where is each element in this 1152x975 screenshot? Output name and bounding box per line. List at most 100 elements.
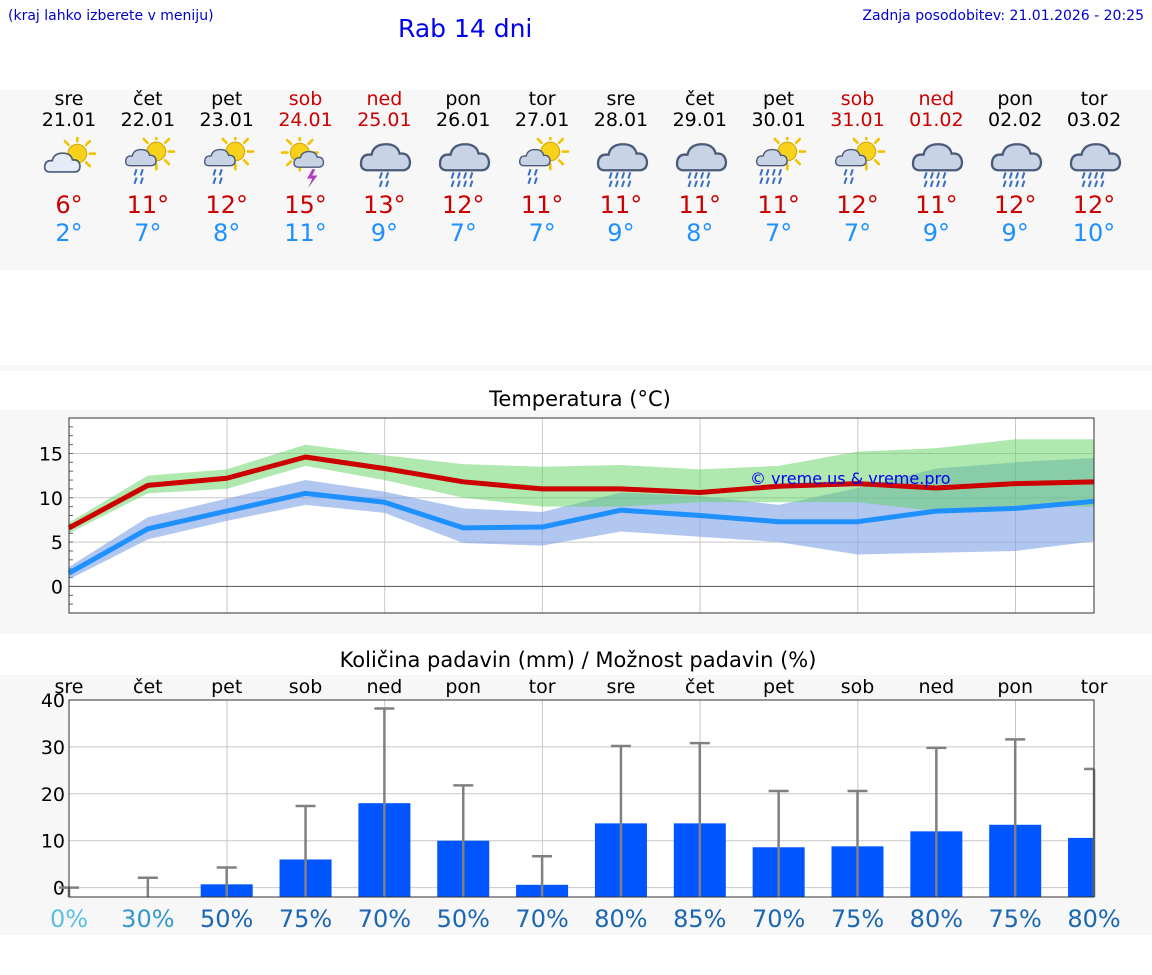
day-name: sob (288, 88, 323, 110)
temp-max: 11° (915, 191, 958, 219)
x-category-label: sre (606, 676, 635, 698)
day-date: 21.01 (41, 109, 97, 131)
temp-max: 15° (284, 191, 327, 219)
y-tick-label: 40 (41, 690, 65, 712)
x-category-label: sob (289, 676, 323, 698)
y-tick-label: 0 (51, 576, 63, 598)
temp-min: 10° (1072, 219, 1116, 247)
forecast-strip (0, 90, 1152, 270)
forecast-day: čet 22.01 11° 7° (108, 89, 188, 247)
precip-probability-label: 0% (50, 905, 88, 933)
sun-cloud-rain-icon (187, 137, 267, 189)
forecast-day: tor 03.02 12° 10° (1054, 89, 1134, 247)
day-name: čet (685, 88, 715, 110)
page-title: Rab 14 dni (398, 14, 533, 43)
y-tick-label: 5 (51, 532, 63, 554)
cloud-heavy-rain-icon (975, 137, 1055, 189)
precip-probability-label: 50% (200, 905, 253, 933)
x-category-label: čet (133, 676, 163, 698)
forecast-day: pet 30.01 11° 7° (739, 89, 819, 247)
precip-probability-label: 80% (1067, 905, 1120, 933)
series-max-line (67, 454, 1095, 531)
temp-max: 11° (757, 191, 800, 219)
day-date: 29.01 (672, 109, 727, 131)
temp-max: 13° (363, 191, 406, 219)
precip-probability-label: 75% (279, 905, 332, 933)
temp-max: 11° (126, 191, 170, 219)
day-date: 24.01 (278, 109, 333, 131)
temp-min: 7° (765, 219, 793, 247)
y-tick-label: 0 (53, 878, 65, 900)
cloud-heavy-rain-icon (581, 137, 661, 189)
separator (0, 365, 1152, 371)
precip-probability-label: 80% (910, 905, 963, 933)
day-date: 23.01 (199, 109, 254, 131)
plot-frame (68, 699, 1095, 898)
temp-max: 11° (599, 191, 643, 219)
x-category-label: sre (55, 676, 84, 698)
temp-min: 9° (607, 219, 635, 247)
day-date: 22.01 (120, 109, 176, 131)
temp-max: 11° (520, 191, 564, 219)
cloud-heavy-rain-icon (660, 137, 740, 189)
day-name: čet (133, 88, 163, 110)
temp-max: 12° (1072, 191, 1116, 219)
sun-cloud-rain-icon (818, 137, 898, 189)
temp-min: 9° (370, 219, 399, 247)
x-category-label: ned (918, 676, 954, 698)
day-date: 02.02 (987, 109, 1043, 131)
temp-max: 6° (55, 191, 83, 219)
y-tick-label: 10 (41, 831, 65, 853)
day-name: pon (445, 88, 482, 110)
precip-probability-label: 50% (437, 905, 490, 933)
temp-max: 12° (993, 191, 1037, 219)
x-category-label: pet (763, 676, 794, 698)
sun-cloud-rain-icon (108, 137, 188, 189)
precipitation-chart-title: Količina padavin (mm) / Možnost padavin … (339, 648, 817, 672)
series-min-line (67, 490, 1095, 576)
x-category-label: pet (211, 676, 242, 698)
last-update: Zadnja posodobitev: 21.01.2026 - 20:25 (862, 8, 1144, 24)
day-date: 30.01 (751, 109, 806, 131)
day-name: pon (997, 88, 1034, 110)
cloud-heavy-rain-icon (896, 137, 976, 189)
day-name: sob (840, 88, 875, 110)
temp-max: 11° (678, 191, 722, 219)
day-name: tor (1080, 88, 1108, 110)
temp-min: 11° (284, 219, 327, 247)
temp-min: 7° (449, 219, 477, 247)
forecast-day: ned 25.01 13° 9° (344, 89, 424, 247)
temp-min: 7° (134, 219, 162, 247)
x-category-label: pon (445, 676, 481, 698)
temp-min: 8° (213, 219, 241, 247)
band-max-range (69, 439, 1095, 534)
day-date: 27.01 (514, 109, 570, 131)
temperature-chart: 0 5 10 15 © vreme.us & vreme.pro (39, 417, 1095, 614)
precip-probability-label: 30% (121, 905, 174, 933)
day-name: sre (54, 88, 84, 110)
temp-min: 2° (55, 219, 83, 247)
temp-min: 7° (528, 219, 556, 247)
day-name: tor (528, 88, 556, 110)
temp-min: 9° (1001, 219, 1029, 247)
temp-min: 9° (922, 219, 950, 247)
forecast-day: sre 28.01 11° 9° (581, 89, 661, 247)
day-date: 26.01 (436, 109, 491, 131)
forecast-day: tor 27.01 11° 7° (502, 89, 582, 247)
cloud-rain-icon (344, 137, 424, 189)
y-tick-label: 30 (41, 737, 65, 759)
header-hint: (kraj lahko izberete v meniju) (8, 8, 214, 24)
temp-max: 12° (441, 191, 485, 219)
forecast-day: pon 26.01 12° 7° (423, 89, 503, 247)
temp-min: 8° (686, 219, 714, 247)
sun-cloud-heavy-rain-icon (739, 137, 819, 189)
forecast-day: pet 23.01 12° 8° (187, 89, 267, 247)
x-category-label: sob (841, 676, 875, 698)
x-category-label: pon (997, 676, 1033, 698)
y-tick-label: 10 (39, 488, 63, 510)
day-name: pet (763, 88, 795, 110)
partly-cloudy-sun-icon (29, 137, 109, 189)
day-name: pet (211, 88, 243, 110)
cloud-heavy-rain-icon (423, 137, 503, 189)
